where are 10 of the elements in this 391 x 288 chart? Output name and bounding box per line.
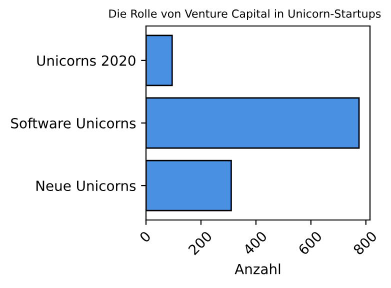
x-tick-label: 800	[352, 230, 378, 256]
x-axis-title: Anzahl	[234, 264, 280, 274]
x-tick-label: 400	[242, 230, 268, 256]
x-tick-label: 600	[298, 230, 322, 256]
chart-title: Die Rolle von Venture Capital in Unicorn-Startups	[109, 9, 381, 20]
y-tick-label: Software Unicorns	[11, 118, 136, 128]
y-tick-label: Unicorns 2020	[37, 55, 136, 66]
x-tick-label: 0	[138, 230, 152, 243]
x-tick-label: 200	[188, 230, 213, 256]
y-tick-label: Neue Unicorns	[36, 180, 136, 192]
